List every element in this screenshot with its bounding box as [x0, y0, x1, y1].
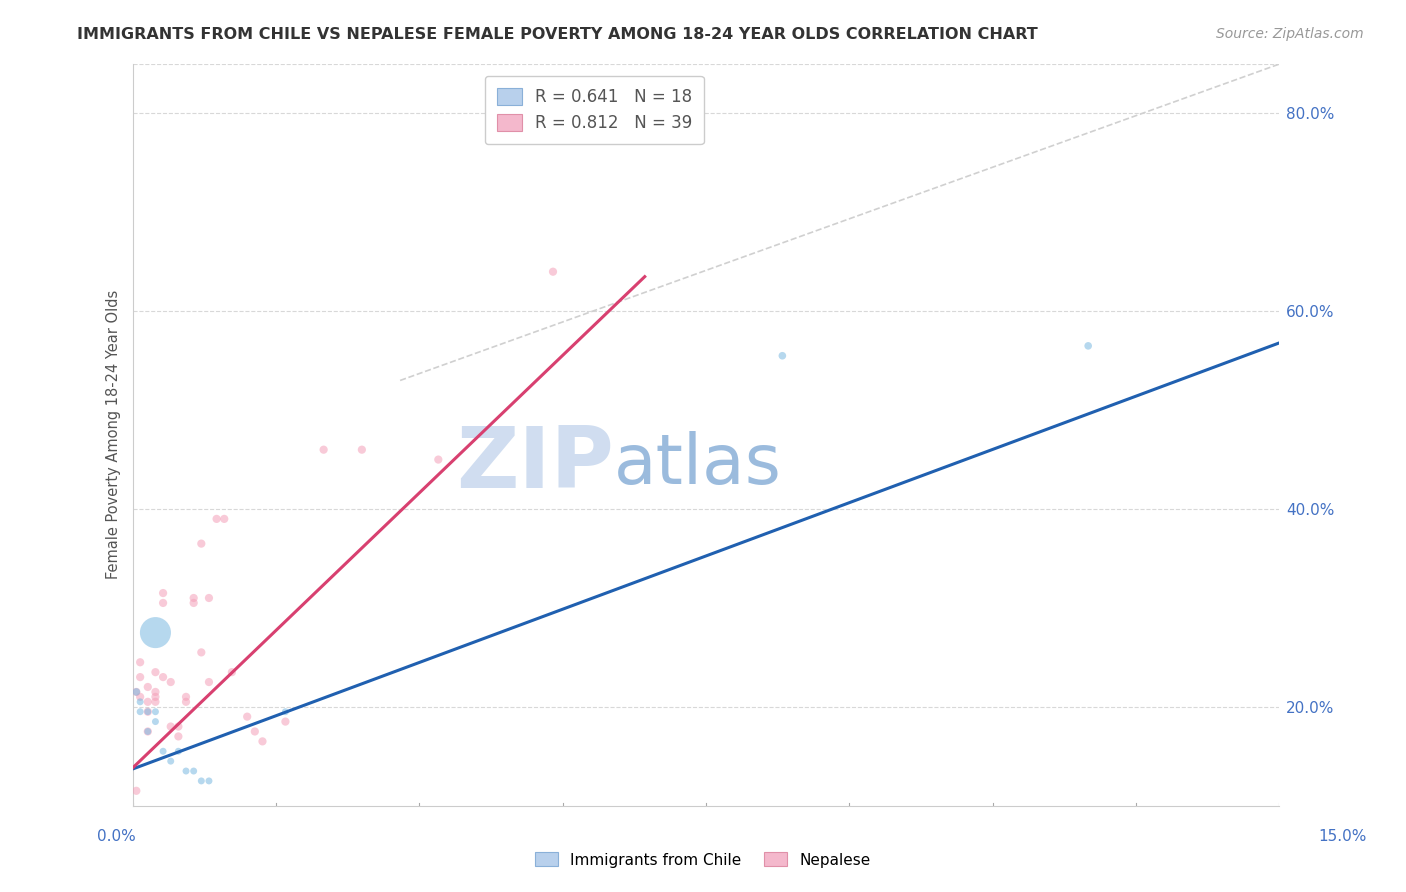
Point: [152, 744, 174, 758]
Point: [183, 591, 205, 605]
Text: Source: ZipAtlas.com: Source: ZipAtlas.com: [1216, 27, 1364, 41]
Text: 0.0%: 0.0%: [97, 830, 136, 844]
Point: [129, 690, 152, 704]
Text: ZIP: ZIP: [457, 423, 614, 506]
Point: [136, 695, 159, 709]
Point: [274, 714, 297, 729]
Point: [136, 724, 159, 739]
Point: [770, 349, 793, 363]
Point: [125, 685, 148, 699]
Point: [136, 680, 159, 694]
Point: [136, 724, 159, 739]
Point: [145, 665, 167, 680]
Point: [212, 512, 235, 526]
Point: [129, 655, 152, 669]
Point: [190, 773, 212, 788]
Point: [145, 705, 167, 719]
Point: [541, 265, 564, 279]
Point: [174, 764, 197, 778]
Point: [159, 720, 181, 734]
Point: [125, 685, 148, 699]
Point: [145, 685, 167, 699]
Point: [427, 452, 450, 467]
Point: [136, 705, 159, 719]
Text: 15.0%: 15.0%: [1319, 830, 1367, 844]
Point: [152, 596, 174, 610]
Point: [205, 512, 228, 526]
Point: [145, 714, 167, 729]
Point: [152, 670, 174, 684]
Point: [312, 442, 335, 457]
Point: [350, 442, 373, 457]
Point: [243, 724, 266, 739]
Point: [125, 784, 148, 798]
Point: [129, 695, 152, 709]
Point: [190, 645, 212, 659]
Point: [129, 670, 152, 684]
Point: [145, 695, 167, 709]
Point: [152, 586, 174, 600]
Point: [167, 744, 190, 758]
Point: [129, 705, 152, 719]
Legend: Immigrants from Chile, Nepalese: Immigrants from Chile, Nepalese: [529, 847, 877, 873]
Legend: R = 0.641   N = 18, R = 0.812   N = 39: R = 0.641 N = 18, R = 0.812 N = 39: [485, 76, 704, 145]
Point: [198, 773, 221, 788]
Point: [1077, 339, 1099, 353]
Point: [221, 665, 243, 680]
Point: [174, 690, 197, 704]
Y-axis label: Female Poverty Among 18-24 Year Olds: Female Poverty Among 18-24 Year Olds: [107, 290, 121, 580]
Point: [183, 596, 205, 610]
Point: [167, 730, 190, 744]
Point: [198, 591, 221, 605]
Point: [252, 734, 274, 748]
Text: IMMIGRANTS FROM CHILE VS NEPALESE FEMALE POVERTY AMONG 18-24 YEAR OLDS CORRELATI: IMMIGRANTS FROM CHILE VS NEPALESE FEMALE…: [77, 27, 1038, 42]
Point: [236, 709, 259, 723]
Text: atlas: atlas: [614, 431, 782, 498]
Point: [190, 536, 212, 550]
Point: [167, 720, 190, 734]
Point: [183, 764, 205, 778]
Point: [159, 754, 181, 768]
Point: [274, 705, 297, 719]
Point: [198, 675, 221, 690]
Point: [145, 690, 167, 704]
Point: [159, 675, 181, 690]
Point: [174, 695, 197, 709]
Point: [136, 705, 159, 719]
Point: [145, 625, 167, 640]
